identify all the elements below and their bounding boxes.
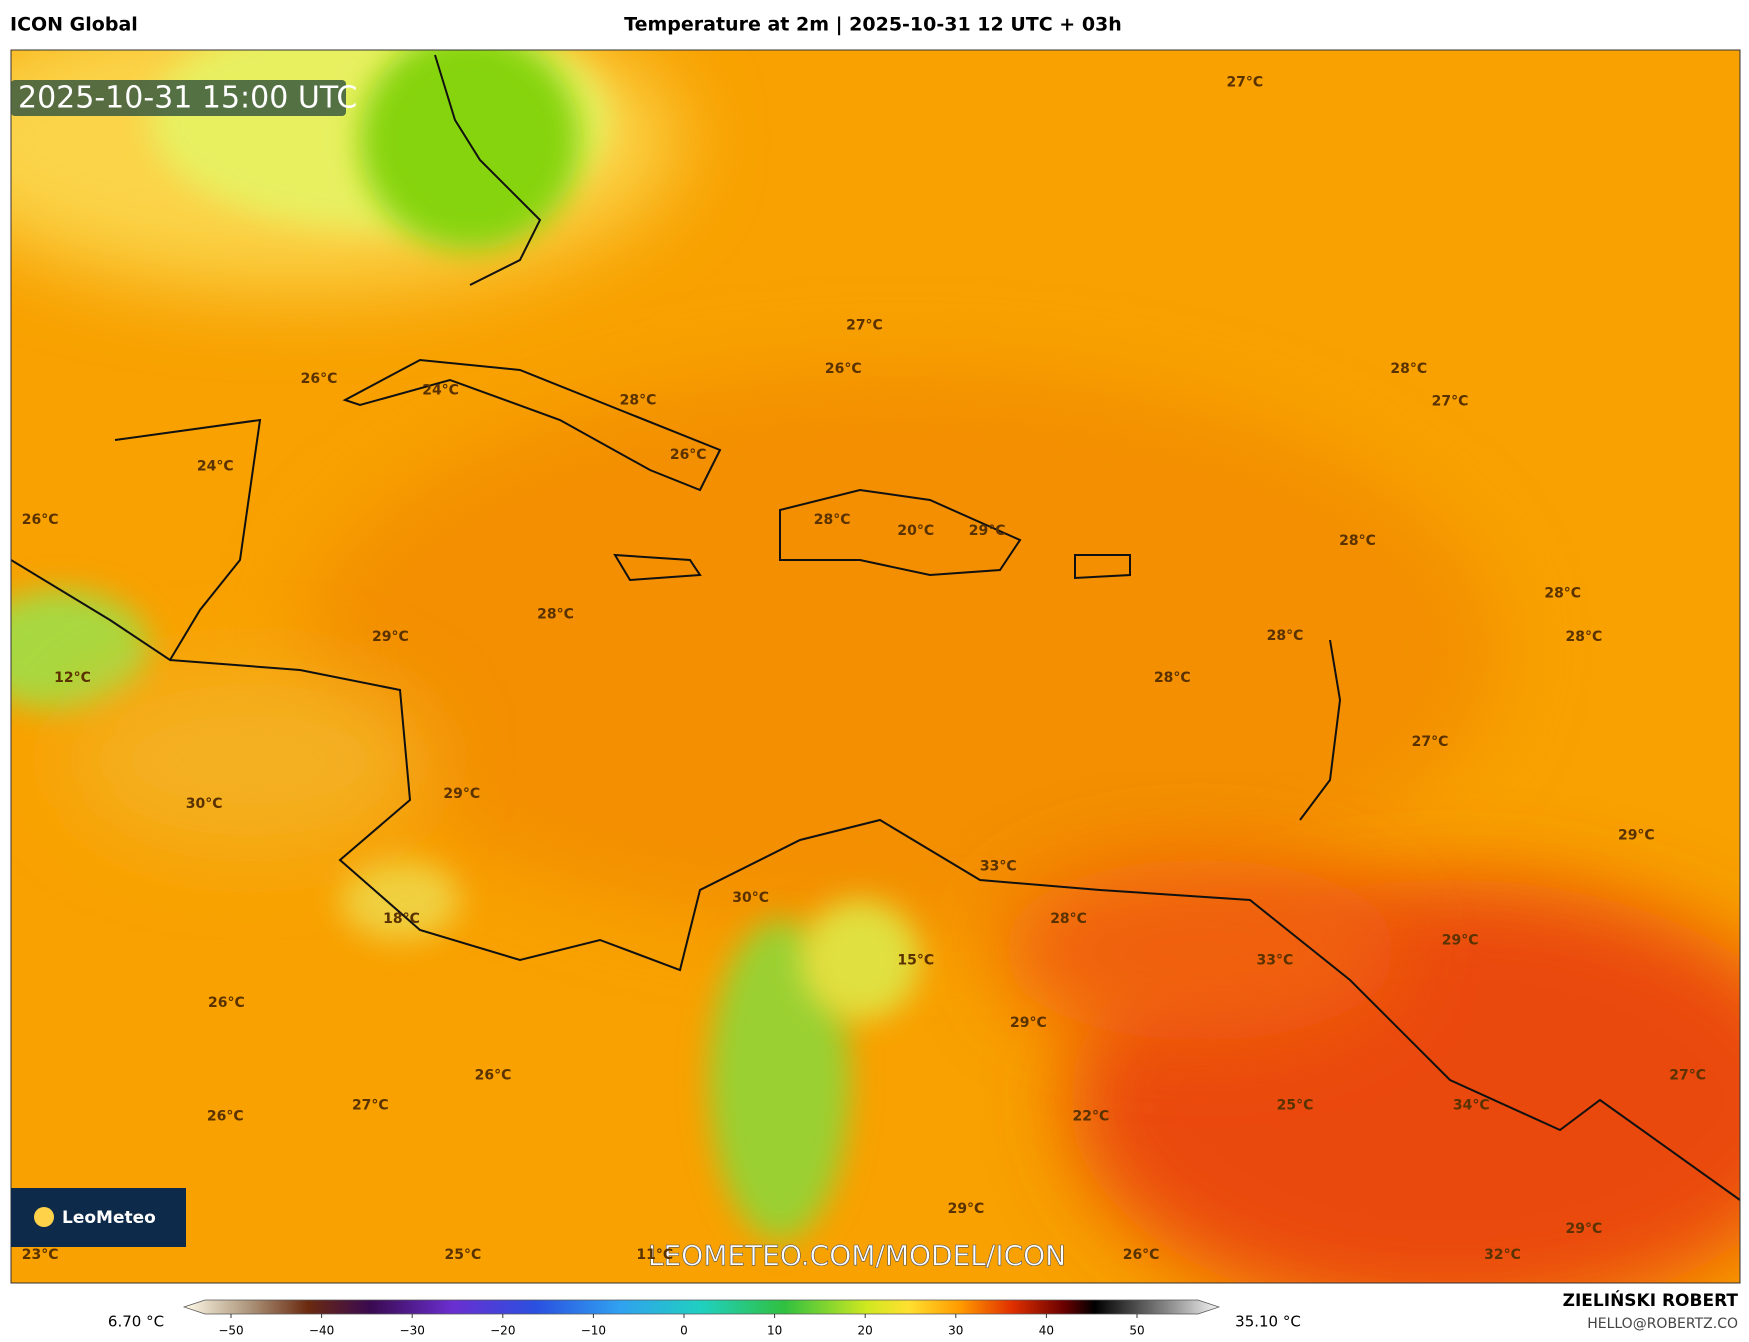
temperature-label: 29°C xyxy=(1442,932,1479,948)
temperature-label: 28°C xyxy=(1339,533,1376,549)
temperature-label: 24°C xyxy=(422,382,459,398)
timestamp-box xyxy=(11,80,346,116)
temperature-label: 28°C xyxy=(1544,585,1581,601)
colorbar-tick-label: −50 xyxy=(218,1324,243,1338)
temperature-label: 29°C xyxy=(1566,1221,1603,1237)
logo-sun xyxy=(34,1207,54,1227)
temperature-label: 28°C xyxy=(620,392,657,408)
temperature-label: 23°C xyxy=(22,1247,59,1263)
temperature-label: 12°C xyxy=(54,670,91,686)
timestamp: 2025-10-31 15:00 UTC xyxy=(18,81,357,116)
temperature-label: 26°C xyxy=(207,1109,244,1125)
temperature-label: 29°C xyxy=(1618,827,1655,843)
temperature-label: 29°C xyxy=(443,786,480,802)
temperature-label: 32°C xyxy=(1484,1247,1521,1263)
temperature-label: 29°C xyxy=(372,629,409,645)
temperature-label: 30°C xyxy=(732,890,769,906)
colorbar-tick-label: 0 xyxy=(680,1324,688,1338)
temperature-label: 28°C xyxy=(1154,670,1191,686)
colorbar-min: 6.70 °C xyxy=(108,1313,164,1331)
temperature-label: 33°C xyxy=(980,859,1017,875)
colorbar-tick-label: 10 xyxy=(767,1324,782,1338)
temperature-label: 28°C xyxy=(1267,628,1304,644)
temperature-label: 28°C xyxy=(1390,361,1427,377)
temperature-label: 22°C xyxy=(1073,1109,1110,1125)
temperature-label: 28°C xyxy=(1050,911,1087,927)
map-frame xyxy=(10,49,1741,1284)
colorbar xyxy=(182,1299,1221,1315)
colorbar-tick-label: 50 xyxy=(1129,1324,1144,1338)
temperature-label: 29°C xyxy=(969,523,1006,539)
temperature-label: 26°C xyxy=(208,995,245,1011)
temperature-label: 26°C xyxy=(825,361,862,377)
watermark: LEOMETEO.COM/MODEL/ICON xyxy=(648,1239,1066,1272)
temperature-label: 27°C xyxy=(1432,394,1469,410)
temperature-label: 27°C xyxy=(1226,75,1263,91)
colorbar-tick-label: 40 xyxy=(1039,1324,1054,1338)
colorbar-tick-label: −20 xyxy=(490,1324,515,1338)
temperature-label: 29°C xyxy=(948,1201,985,1217)
email: HELLO@ROBERTZ.CO xyxy=(1587,1316,1738,1332)
temperature-label: 29°C xyxy=(1010,1015,1047,1031)
temperature-label: 27°C xyxy=(352,1097,389,1113)
temperature-label: 24°C xyxy=(197,458,234,474)
temperature-label: 26°C xyxy=(1123,1247,1160,1263)
colorbar-tick-label: −10 xyxy=(581,1324,606,1338)
temperature-label: 27°C xyxy=(846,318,883,334)
temperature-label: 30°C xyxy=(186,796,223,812)
temperature-label: 25°C xyxy=(1277,1097,1314,1113)
temperature-label: 25°C xyxy=(445,1247,482,1263)
temperature-label: 28°C xyxy=(814,512,851,528)
colorbar-tick-label: −30 xyxy=(400,1324,425,1338)
temperature-label: 26°C xyxy=(670,447,707,463)
temperature-label: 28°C xyxy=(1566,629,1603,645)
temperature-label: 15°C xyxy=(897,952,934,968)
map-title: Temperature at 2m | 2025-10-31 12 UTC + … xyxy=(624,14,1122,36)
model-name: ICON Global xyxy=(10,14,138,36)
temperature-label: 11°C xyxy=(636,1247,673,1263)
colorbar-tick-label: 20 xyxy=(858,1324,873,1338)
colorbar-tick-label: 30 xyxy=(948,1324,963,1338)
temperature-label: 27°C xyxy=(1669,1067,1706,1083)
temperature-label: 27°C xyxy=(1412,734,1449,750)
temperature-label: 34°C xyxy=(1453,1097,1490,1113)
temperature-label: 18°C xyxy=(383,911,420,927)
temperature-label: 26°C xyxy=(475,1067,512,1083)
temperature-label: 33°C xyxy=(1257,952,1294,968)
temperature-label: 28°C xyxy=(537,607,574,623)
temperature-label: 26°C xyxy=(301,371,338,387)
temperature-label: 20°C xyxy=(897,523,934,539)
colorbar-max: 35.10 °C xyxy=(1235,1313,1301,1331)
temperature-label: 26°C xyxy=(22,512,59,528)
author: ZIELIŃSKI ROBERT xyxy=(1563,1289,1739,1311)
logo: LeoMeteo xyxy=(62,1208,156,1228)
colorbar-tick-label: −40 xyxy=(309,1324,334,1338)
